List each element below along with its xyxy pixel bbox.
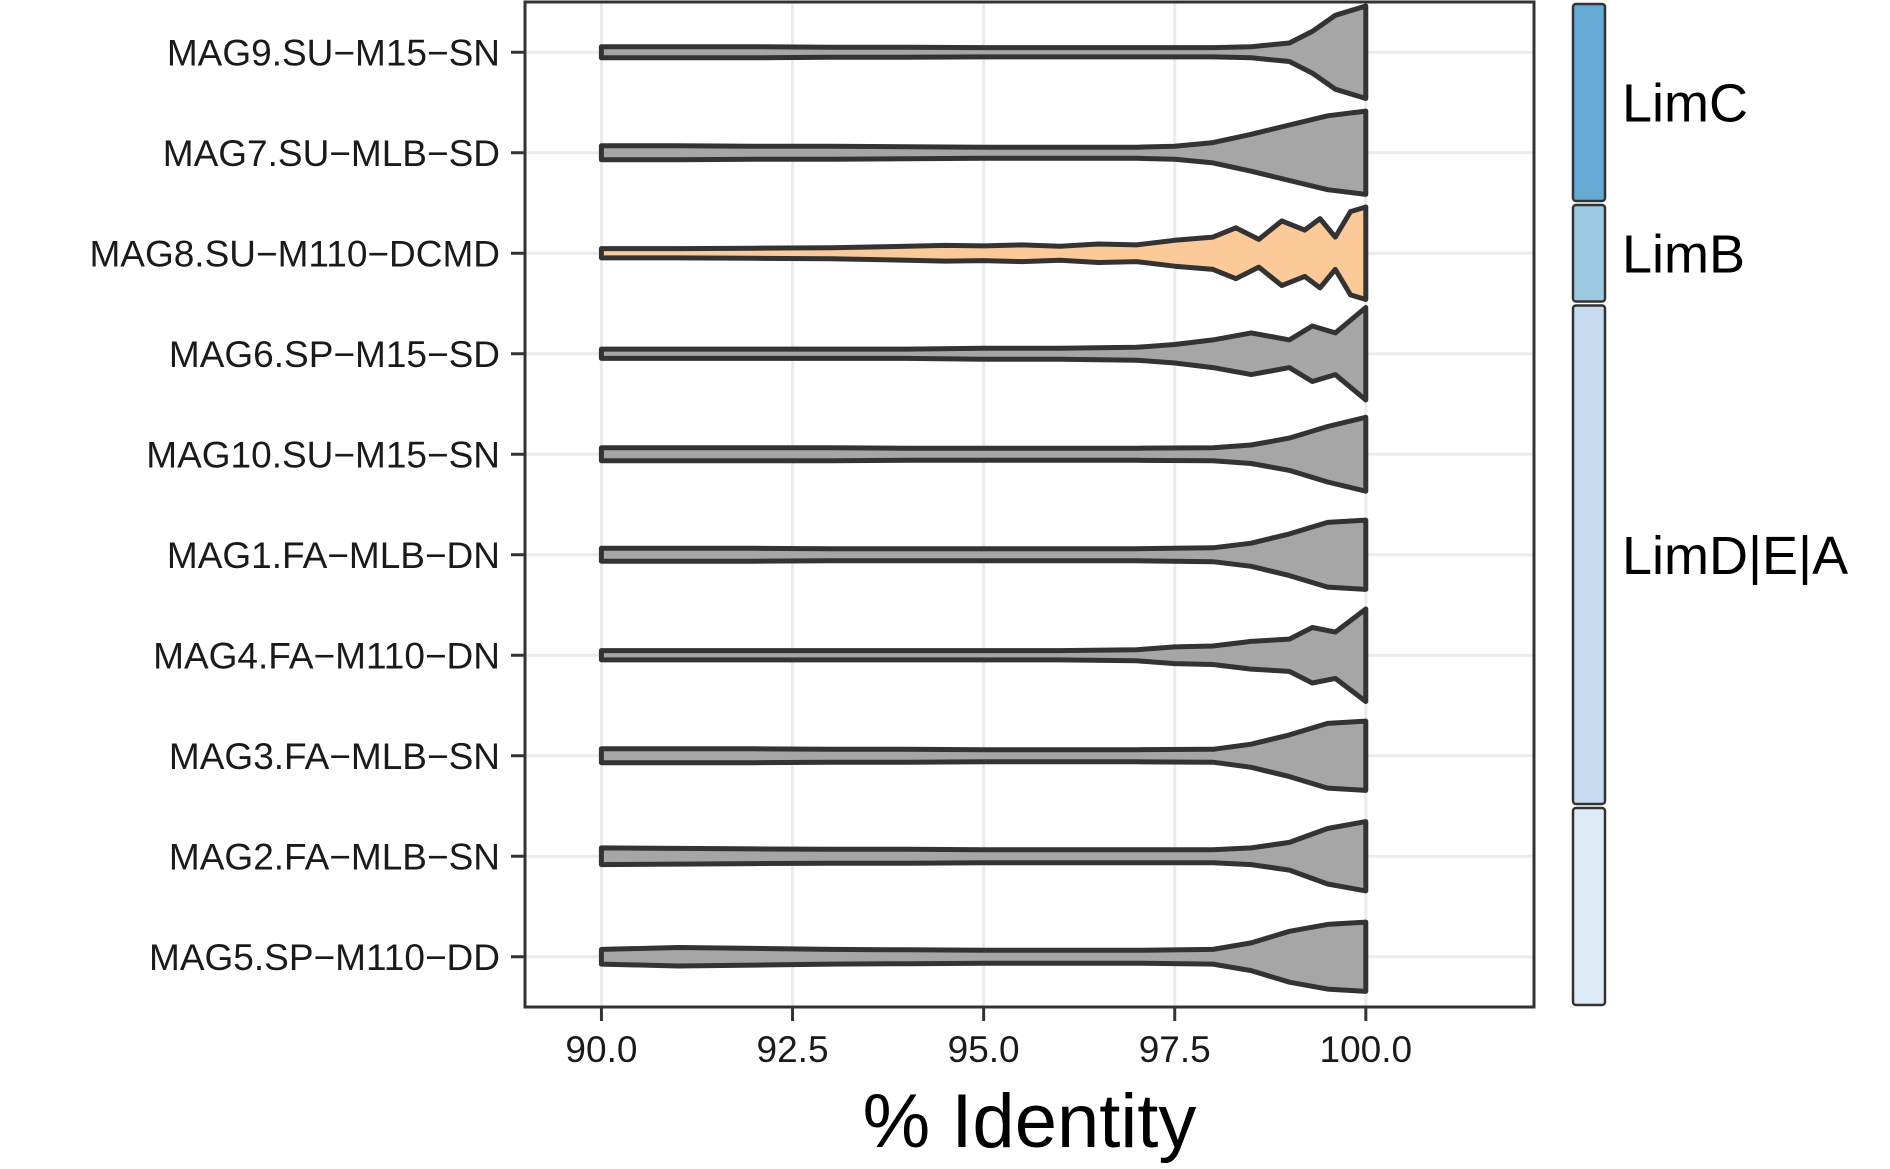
x-tick-label: 100.0 <box>1320 1029 1413 1070</box>
violin-3 <box>598 305 1369 403</box>
violin-series <box>598 3 1369 994</box>
violin-6 <box>598 606 1369 704</box>
violin-8 <box>598 819 1369 894</box>
violin-9 <box>598 919 1369 994</box>
y-tick-label: MAG2.FA−MLB−SN <box>169 836 500 877</box>
y-tick-label: MAG7.SU−MLB−SD <box>163 133 500 174</box>
group-strips: LimC LimB LimD|E|A <box>1571 2 1848 1007</box>
x-tick-label: 92.5 <box>757 1029 829 1070</box>
group-label-2: LimD|E|A <box>1622 526 1848 586</box>
violin-4 <box>598 414 1369 494</box>
x-axis-title: % Identity <box>863 1079 1197 1164</box>
x-tick-label: 97.5 <box>1139 1029 1211 1070</box>
y-tick-label: MAG6.SP−M15−SD <box>169 334 500 375</box>
y-tick-label: MAG4.FA−M110−DN <box>153 635 500 676</box>
group-label-1: LimB <box>1622 224 1745 284</box>
y-tick-label: MAG3.FA−MLB−SN <box>169 736 500 777</box>
y-tick-label: MAG10.SU−M15−SN <box>146 434 500 475</box>
plot-panel-border <box>523 0 1536 1009</box>
x-tick-label: 90.0 <box>565 1029 637 1070</box>
y-tick-label: MAG5.SP−M110−DD <box>149 937 500 978</box>
violin-0 <box>598 3 1369 101</box>
group-label-0: LimC <box>1622 74 1748 134</box>
y-axis-labels: MAG9.SU−M15−SN MAG7.SU−MLB−SD MAG8.SU−M110… <box>89 32 525 978</box>
group-strip-2 <box>1571 304 1607 806</box>
violin-5 <box>598 517 1369 592</box>
group-strip-0 <box>1571 2 1607 203</box>
y-tick-label: MAG1.FA−MLB−DN <box>167 535 500 576</box>
y-tick-label: MAG9.SU−M15−SN <box>167 32 500 73</box>
y-tick-label: MAG8.SU−M110−DCMD <box>89 233 500 274</box>
violin-1 <box>598 108 1369 197</box>
x-axis-ticks: 90.0 92.5 95.0 97.5 100.0 <box>565 1007 1412 1070</box>
group-strip-1 <box>1571 203 1607 303</box>
violin-7 <box>598 718 1369 793</box>
group-strip-3 <box>1571 806 1607 1007</box>
x-tick-label: 95.0 <box>948 1029 1020 1070</box>
violin-2 <box>598 204 1369 302</box>
